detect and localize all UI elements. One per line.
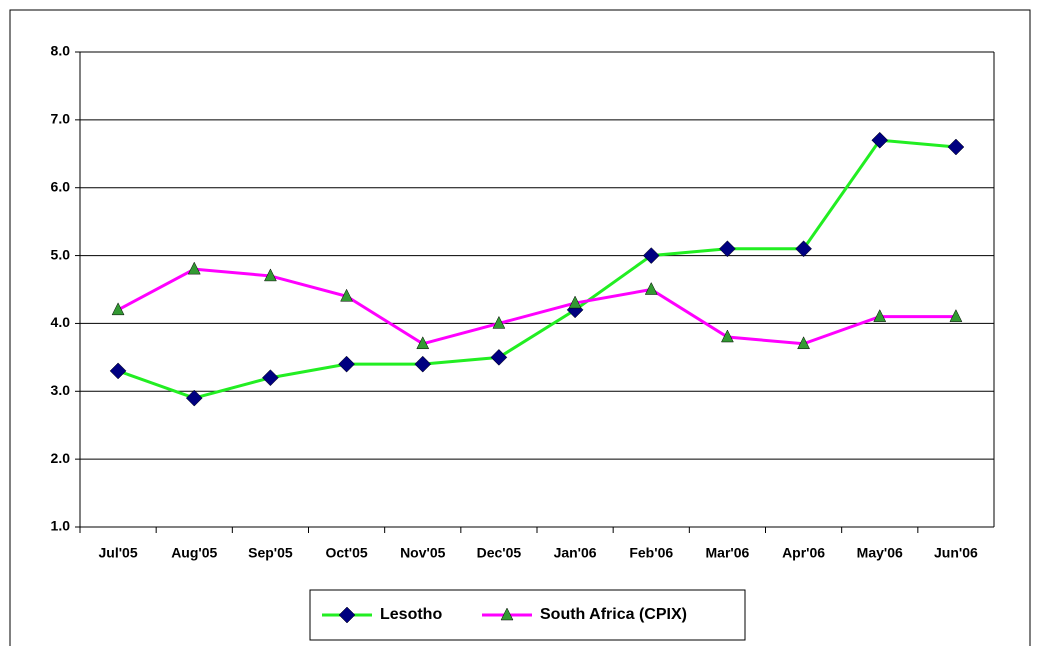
marker: [414, 355, 432, 373]
y-tick-label: 2.0: [51, 450, 71, 466]
marker: [797, 336, 810, 350]
x-tick-label: Mar'06: [706, 545, 750, 561]
marker: [338, 606, 356, 624]
marker: [947, 138, 965, 156]
x-tick-label: Dec'05: [477, 545, 522, 561]
x-tick-label: Nov'05: [400, 545, 446, 561]
marker: [873, 309, 887, 322]
y-tick-label: 4.0: [51, 314, 71, 330]
marker: [109, 362, 127, 380]
chart-frame: [9, 9, 1031, 646]
legend-label: South Africa (CPIX): [540, 606, 687, 623]
marker: [490, 349, 508, 366]
y-tick-label: 1.0: [51, 518, 71, 534]
series-line: [117, 267, 956, 346]
marker: [416, 336, 430, 350]
marker: [338, 355, 355, 373]
x-tick-label: Jun'06: [934, 545, 978, 561]
marker: [492, 315, 506, 329]
x-tick-label: Apr'06: [782, 545, 825, 561]
marker: [187, 261, 201, 275]
marker: [721, 329, 734, 343]
marker: [644, 281, 658, 295]
x-tick-label: Feb'06: [629, 545, 673, 561]
marker: [795, 240, 812, 258]
marker: [340, 288, 353, 302]
marker: [568, 295, 582, 309]
marker: [949, 309, 963, 322]
x-tick-label: Aug'05: [171, 545, 217, 561]
series-line: [117, 138, 957, 400]
marker: [500, 607, 514, 621]
x-tick-label: Oct'05: [325, 545, 367, 561]
legend-label: Lesotho: [380, 606, 442, 623]
marker: [719, 240, 736, 258]
marker: [642, 247, 660, 264]
marker: [262, 369, 279, 387]
marker: [871, 131, 889, 149]
x-tick-label: Jul'05: [99, 545, 138, 561]
x-tick-label: Sep'05: [248, 545, 293, 561]
y-tick-label: 7.0: [51, 111, 71, 127]
y-tick-label: 8.0: [51, 43, 71, 59]
y-tick-label: 5.0: [51, 246, 71, 262]
y-tick-label: 3.0: [51, 382, 71, 398]
marker: [185, 389, 203, 407]
x-tick-label: Jan'06: [554, 545, 597, 561]
marker: [264, 268, 277, 282]
marker: [111, 302, 125, 316]
x-tick-label: May'06: [857, 545, 903, 561]
y-tick-label: 6.0: [51, 178, 71, 194]
